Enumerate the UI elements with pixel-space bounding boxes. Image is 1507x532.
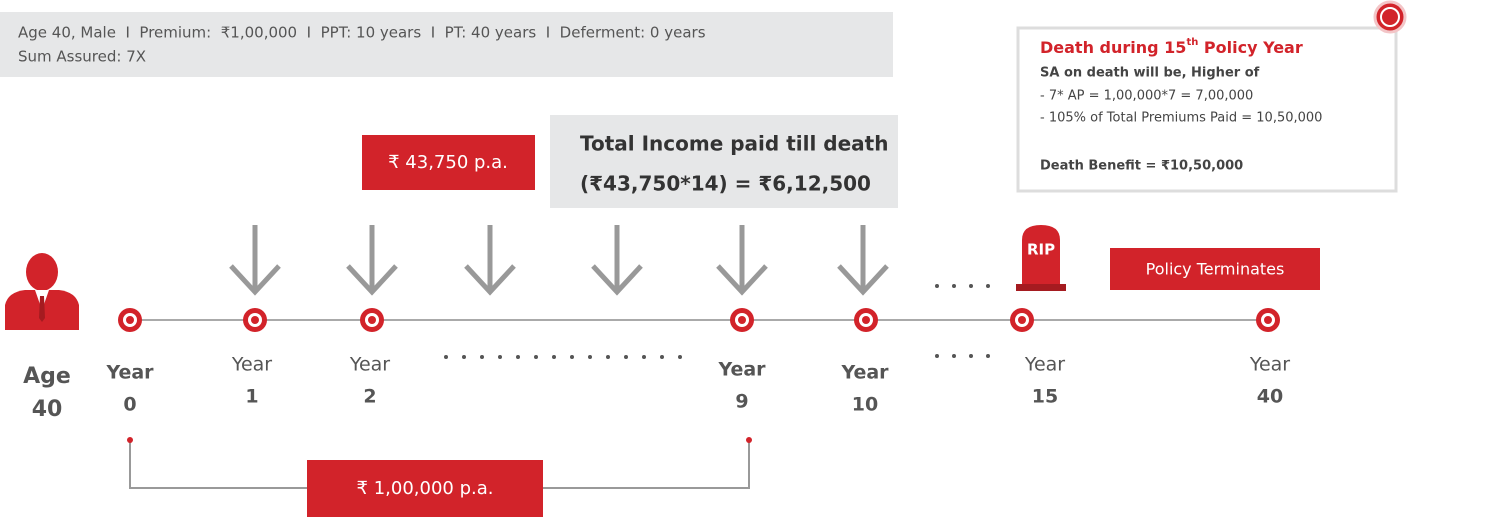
income-text: ₹ 43,750 p.a.: [388, 152, 508, 173]
bracket-dot: [127, 437, 133, 443]
total-line: Total Income paid till death: [580, 132, 888, 156]
age-value: 40: [32, 397, 63, 422]
dots: [444, 284, 990, 359]
dot: [462, 355, 466, 359]
arrow: [229, 225, 281, 296]
year-label: Year: [840, 362, 889, 384]
timeline-node-dot: [862, 316, 870, 324]
dot: [952, 354, 956, 358]
death-subtitle: SA on death will be, Higher of: [1040, 66, 1260, 81]
header-line: Sum Assured: 7X: [18, 48, 146, 66]
dot: [480, 355, 484, 359]
dot: [624, 355, 628, 359]
dot: [678, 355, 682, 359]
premium-badge: [307, 460, 543, 517]
death-option: - 7* AP = 1,00,000*7 = 7,00,000: [1040, 89, 1253, 104]
title-end: Policy Year: [1198, 38, 1303, 57]
timeline-node-dot: [1018, 316, 1026, 324]
year-label: Year: [1249, 354, 1290, 376]
dot: [588, 355, 592, 359]
year-number: 0: [123, 394, 136, 416]
premium-text: ₹ 1,00,000 p.a.: [357, 478, 494, 499]
rip-text: RIP: [1027, 241, 1055, 259]
title-main: Death during 15: [1040, 38, 1186, 57]
total-line: (₹43,750*14) = ₹6,12,500: [580, 172, 871, 196]
dot: [935, 284, 939, 288]
arrow: [346, 225, 398, 296]
death-benefit: Death Benefit = ₹10,50,000: [1040, 159, 1243, 174]
dot: [986, 354, 990, 358]
age-label: Age: [23, 364, 71, 389]
dot: [969, 354, 973, 358]
dot: [642, 355, 646, 359]
total-box: [550, 115, 898, 208]
dot: [986, 284, 990, 288]
dot: [570, 355, 574, 359]
arrow: [591, 225, 643, 296]
terminates-badge: [1110, 248, 1320, 290]
death-option: - 105% of Total Premiums Paid = 10,50,00…: [1040, 111, 1322, 126]
terminates-text: Policy Terminates: [1146, 260, 1285, 279]
dot: [552, 355, 556, 359]
bracket-dot: [746, 437, 752, 443]
income-badge: [362, 135, 535, 190]
arrows: [229, 225, 889, 296]
rupee-icon-ring: [1380, 7, 1400, 27]
dot: [969, 284, 973, 288]
person-icon: [5, 253, 79, 330]
timeline-node-dot: [251, 316, 259, 324]
year-number: 15: [1032, 386, 1058, 408]
arrow: [716, 225, 768, 296]
timeline-node-dot: [1264, 316, 1272, 324]
dot: [606, 355, 610, 359]
year-label: Year: [231, 354, 272, 376]
year-label: Year: [1024, 354, 1065, 376]
title-sup: th: [1186, 37, 1198, 48]
timeline-node-dot: [738, 316, 746, 324]
death-title: Death during 15th Policy Year: [1040, 37, 1303, 57]
dot: [534, 355, 538, 359]
rupee-icon: [1373, 0, 1407, 34]
dot: [660, 355, 664, 359]
dot: [498, 355, 502, 359]
header-box: [0, 12, 893, 77]
year-label: Year: [105, 362, 154, 384]
death-box: [1016, 26, 1398, 193]
arrow: [837, 225, 889, 296]
year-number: 2: [363, 386, 376, 408]
year-number: 40: [1257, 386, 1283, 408]
year-number: 10: [852, 394, 878, 416]
dot: [516, 355, 520, 359]
dot: [935, 354, 939, 358]
dot: [444, 355, 448, 359]
dot: [952, 284, 956, 288]
year-number: 9: [735, 391, 748, 413]
rip-icon: [1016, 225, 1066, 291]
year-label: Year: [349, 354, 390, 376]
header-line: Age 40, Male I Premium: ₹1,00,000 I PPT:…: [18, 24, 706, 42]
timeline-node-dot: [368, 316, 376, 324]
year-label: Year: [717, 359, 766, 381]
timeline-node-dot: [126, 316, 134, 324]
year-number: 1: [245, 386, 258, 408]
arrow: [464, 225, 516, 296]
